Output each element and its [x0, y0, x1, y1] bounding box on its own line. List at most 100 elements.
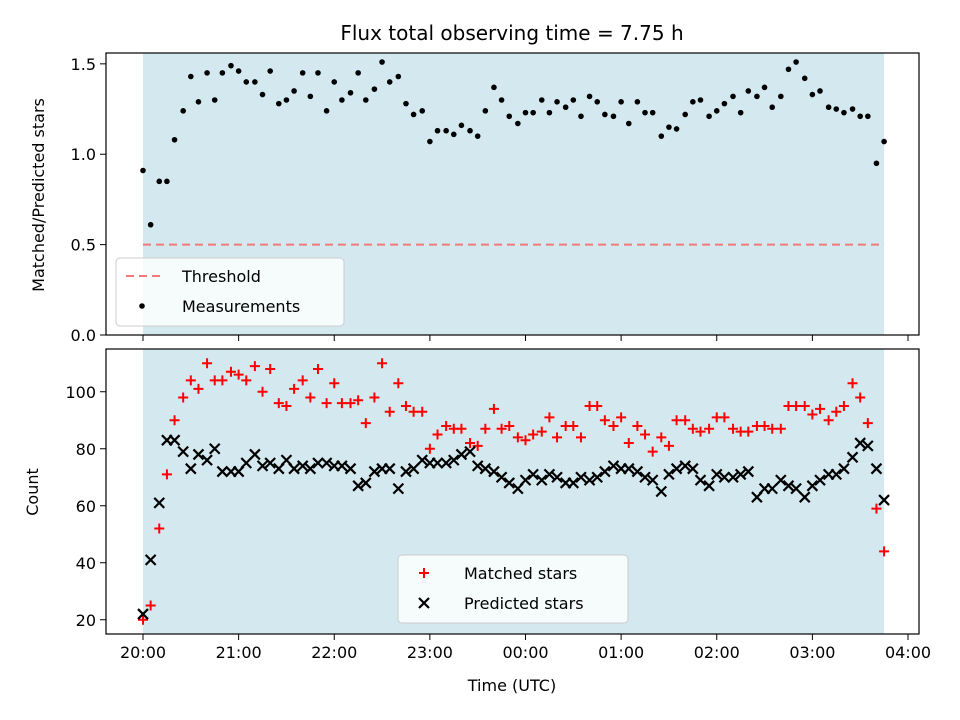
series-measurements	[140, 59, 887, 228]
data-point	[299, 70, 306, 76]
data-point	[503, 477, 516, 489]
data-point	[329, 378, 340, 389]
data-point	[138, 614, 148, 625]
data-point	[393, 378, 404, 389]
x-tick-label: 02:00	[694, 643, 740, 662]
data-point	[448, 454, 460, 466]
data-point	[568, 420, 579, 431]
data-point	[144, 554, 157, 566]
data-point	[283, 97, 290, 103]
y-tick-label: 100	[65, 383, 96, 402]
y-tick-label: 20	[76, 611, 96, 630]
data-point	[825, 104, 832, 111]
data-point	[240, 457, 253, 469]
data-point	[352, 480, 364, 492]
data-point	[730, 93, 736, 100]
data-point	[455, 448, 468, 461]
legend-measurement-swatch	[139, 303, 145, 309]
data-point	[257, 386, 268, 397]
data-point	[177, 445, 189, 458]
data-point	[632, 420, 643, 431]
data-point	[400, 465, 412, 478]
x-tick-label: 21:00	[216, 643, 262, 662]
data-point	[742, 465, 755, 478]
y-tick-label: 1.0	[71, 145, 96, 164]
data-point	[706, 113, 712, 120]
data-point	[407, 462, 420, 475]
data-point	[536, 426, 547, 437]
data-point	[408, 406, 419, 417]
data-point	[766, 482, 778, 495]
data-point	[721, 100, 728, 107]
data-point	[634, 99, 641, 105]
data-point	[623, 438, 634, 449]
data-point	[464, 445, 476, 458]
data-point	[291, 88, 297, 94]
data-point	[575, 432, 586, 443]
data-point	[147, 221, 154, 228]
data-point	[734, 468, 747, 481]
data-point	[164, 178, 170, 185]
plot-frame	[105, 348, 920, 635]
series-predicted-stars	[137, 434, 890, 620]
data-point	[443, 127, 449, 134]
data-point	[416, 454, 429, 466]
legend-bottom: Matched stars Predicted stars	[397, 554, 629, 624]
data-point	[465, 438, 476, 449]
data-point	[680, 415, 691, 426]
data-point	[879, 546, 890, 557]
data-point	[728, 423, 739, 434]
data-point	[386, 79, 393, 85]
data-point	[631, 465, 644, 478]
data-point	[506, 113, 513, 120]
data-point	[512, 432, 523, 443]
data-point	[807, 409, 818, 420]
data-point	[392, 482, 405, 495]
data-point	[355, 70, 361, 76]
data-point	[211, 97, 218, 103]
x-tick-label: 20:00	[120, 643, 166, 662]
data-point	[846, 451, 859, 464]
data-point	[567, 477, 580, 489]
data-point	[687, 423, 698, 434]
data-point	[799, 401, 810, 411]
data-point	[847, 378, 858, 389]
data-point	[204, 70, 210, 76]
data-point	[491, 84, 497, 91]
data-point	[434, 127, 441, 134]
legend-label: Predicted stars	[464, 594, 584, 613]
data-point	[195, 99, 202, 105]
data-point	[321, 398, 332, 409]
data-point	[544, 412, 555, 423]
data-point	[467, 127, 473, 134]
series-matched-stars	[138, 358, 890, 625]
data-point	[602, 111, 608, 118]
data-point	[202, 358, 213, 369]
data-point	[639, 471, 651, 484]
data-point	[663, 440, 674, 451]
data-point	[185, 462, 197, 475]
data-point	[694, 474, 707, 486]
data-point	[663, 468, 675, 481]
data-point	[267, 68, 273, 74]
data-point	[336, 398, 347, 409]
y-tick-label: 0.5	[71, 236, 96, 255]
data-point	[410, 111, 417, 118]
data-point	[192, 448, 205, 461]
data-point	[743, 426, 754, 437]
data-point	[339, 97, 345, 103]
data-point	[368, 465, 381, 478]
data-point	[656, 432, 667, 443]
x-axis-label: Time (UTC)	[467, 676, 556, 695]
data-point	[312, 457, 324, 469]
data-point	[320, 457, 333, 469]
data-point	[881, 138, 887, 145]
y-axis-label-bottom: Count	[23, 468, 42, 516]
data-point	[145, 600, 156, 611]
data-point	[305, 392, 316, 403]
data-point	[360, 418, 371, 429]
data-point	[622, 462, 635, 475]
x-tick-label: 22:00	[311, 643, 357, 662]
data-point	[379, 59, 385, 65]
